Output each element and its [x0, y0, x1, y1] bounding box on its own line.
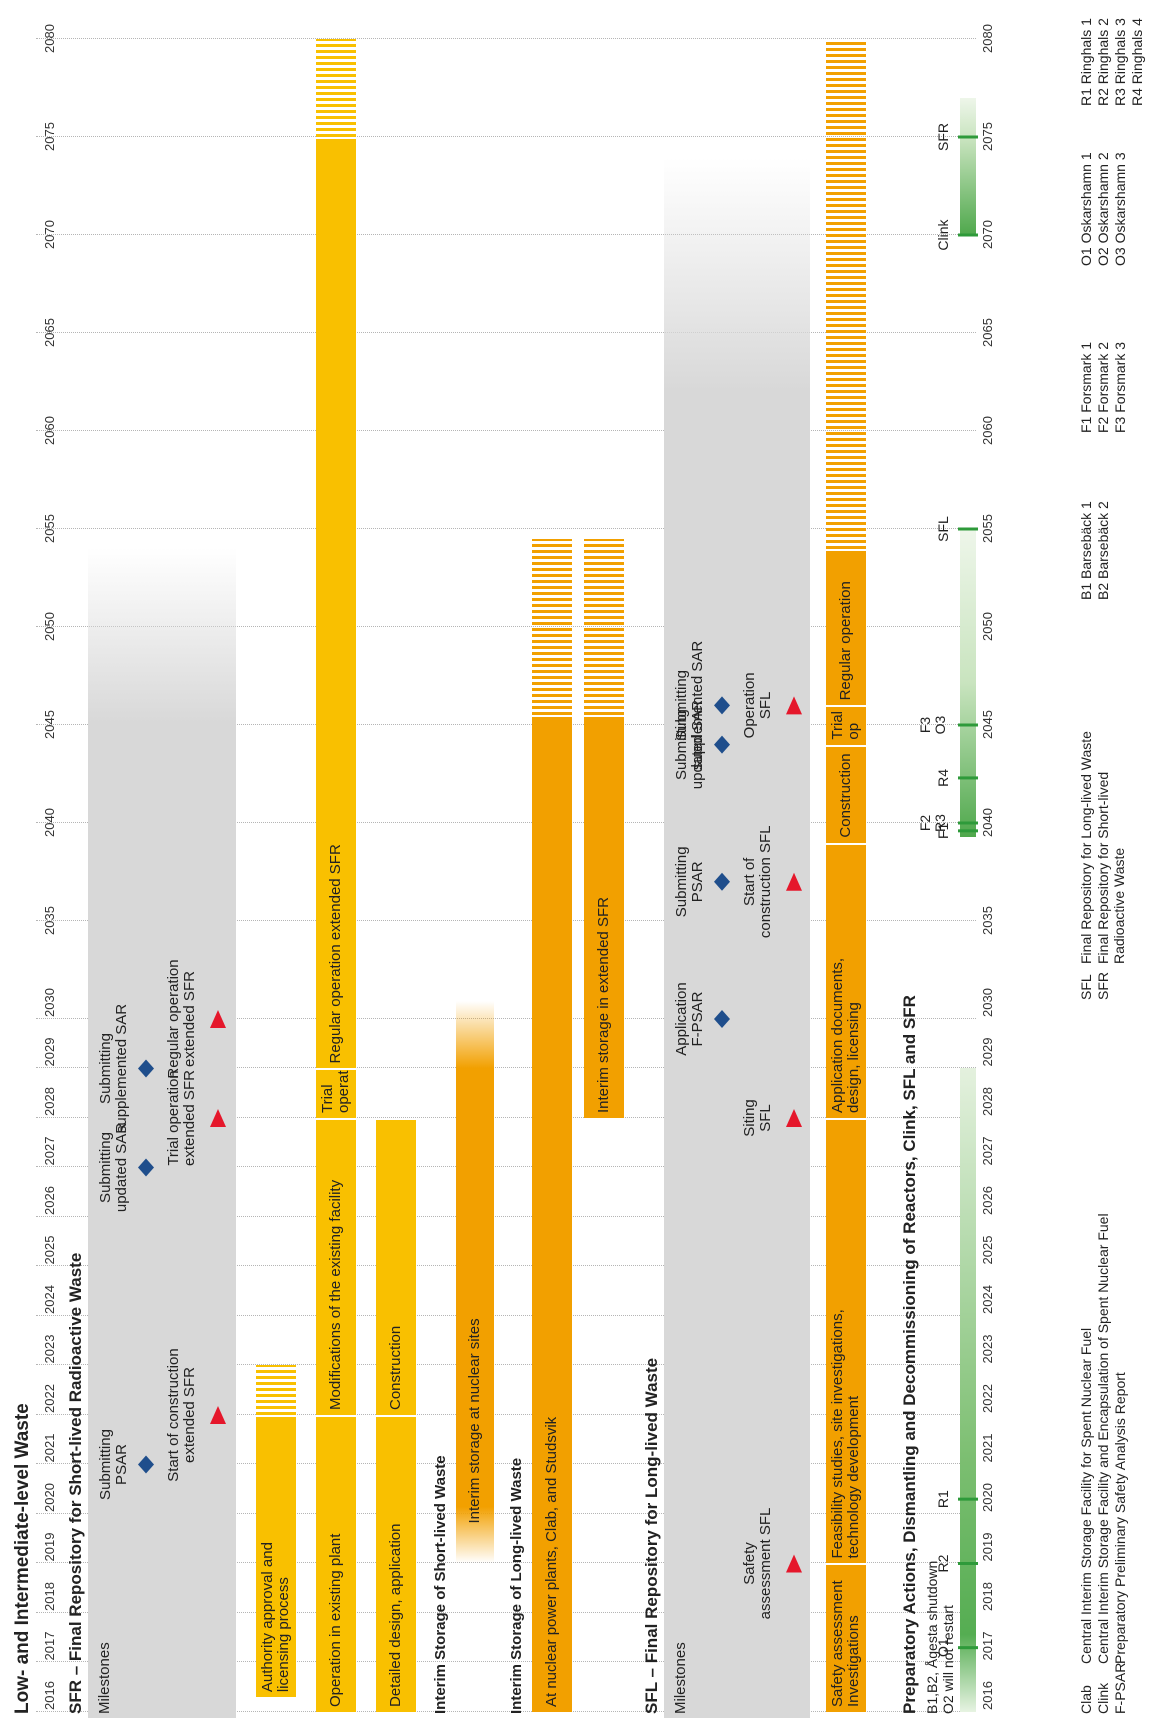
prep-event-marker-7	[958, 527, 978, 531]
legend-abbrev-abbr-2: F-PSAR	[1112, 1662, 1128, 1714]
prep-event-label-9: SFR	[935, 123, 951, 151]
bottom-tick-2023: 2023	[980, 1334, 995, 1364]
legend-col5-item-2: O3 Oskarshamn 3	[1112, 152, 1128, 266]
bottom-tick-2026: 2026	[980, 1186, 995, 1215]
prep-event-label-1: R2	[935, 1554, 951, 1573]
sfr-diamond-marker-4	[138, 1059, 154, 1078]
sfr-diamond-marker-0	[138, 1455, 154, 1474]
legend-col4-item-2: F3 Forsmark 3	[1112, 341, 1128, 433]
prep-event-label-8: Clink	[935, 219, 951, 251]
bottom-tick-2050: 2050	[980, 612, 995, 641]
legend-col6-item-1: R2 Ringhals 2	[1095, 18, 1111, 106]
legend-col3-item-0: B1 Barsebäck 1	[1078, 501, 1094, 600]
sfr-triangle-marker-1	[210, 1406, 226, 1424]
bottom-tick-2080: 2080	[980, 24, 995, 53]
prep-event-marker-3	[958, 829, 978, 833]
legend-col6-item-3: R4 Ringhals 4	[1129, 18, 1145, 106]
bottom-tick-2024: 2024	[980, 1285, 995, 1314]
prep-event-label-5: R4	[935, 768, 951, 787]
prep-event-marker-2	[958, 1497, 978, 1501]
prep-event-marker-1	[958, 1562, 978, 1565]
sfr-triangle-marker-3	[210, 1109, 226, 1127]
prep-event-label-6: F3 O3	[917, 715, 948, 735]
prep-event-marker-0	[958, 1646, 978, 1650]
bottom-tick-2028: 2028	[980, 1087, 995, 1116]
sfl-triangle-marker-1	[786, 1109, 802, 1127]
bottom-tick-2055: 2055	[980, 514, 995, 543]
bottom-tick-2018: 2018	[980, 1582, 995, 1611]
legend-repos-abbr-0: SFL	[1078, 974, 1094, 1000]
bottom-tick-2040: 2040	[980, 808, 995, 837]
prep-event-label-7: SFL	[935, 516, 951, 542]
prep-event-marker-5	[958, 776, 978, 780]
bottom-tick-2020: 2020	[980, 1483, 995, 1512]
legend-col6-item-0: R1 Ringhals 1	[1078, 18, 1094, 106]
prep-event-marker-4	[958, 821, 978, 825]
bottom-tick-2065: 2065	[980, 318, 995, 347]
legend-abbrev-abbr-0: Clab	[1078, 1685, 1094, 1714]
prep-event-marker-8	[958, 233, 978, 237]
bottom-tick-2060: 2060	[980, 416, 995, 445]
legend-repos-abbr-1: SFR	[1095, 972, 1111, 1000]
sfl-diamond-marker-5	[714, 735, 730, 754]
sfl-triangle-marker-6	[786, 696, 802, 715]
prep-event-marker-9	[958, 135, 978, 139]
legend-abbrev-abbr-1: Clink	[1095, 1682, 1111, 1714]
prep-event-label-0: O1	[935, 1638, 951, 1657]
legend-repos-text-1: Final Repository for Short-lived Radioac…	[1095, 771, 1128, 964]
bottom-tick-2030: 2030	[980, 988, 995, 1017]
legend-col5-item-1: O2 Oskarshamn 2	[1095, 152, 1111, 266]
bottom-tick-2021: 2021	[980, 1433, 995, 1463]
legend-col5-item-0: O1 Oskarshamn 1	[1078, 152, 1094, 266]
bottom-tick-2070: 2070	[980, 220, 995, 249]
sfl-triangle-marker-0	[786, 1554, 802, 1573]
legend-col4-item-0: F1 Forsmark 1	[1078, 341, 1094, 433]
bottom-tick-2022: 2022	[980, 1384, 995, 1413]
bottom-tick-2035: 2035	[980, 906, 995, 935]
sfl-diamond-marker-2	[714, 1010, 730, 1028]
sfr-diamond-marker-2	[138, 1158, 154, 1177]
bottom-tick-2019: 2019	[980, 1532, 995, 1562]
bottom-tick-2045: 2045	[980, 710, 995, 739]
bottom-tick-2029: 2029	[980, 1037, 995, 1067]
legend-col4-item-1: F2 Forsmark 2	[1095, 341, 1111, 433]
legend-repos-text-0: Final Repository for Long-lived Waste	[1078, 731, 1094, 964]
bottom-tick-2017: 2017	[980, 1631, 995, 1661]
legend-abbrev-text-2: Preparatory Preliminary Safety Analysis …	[1112, 1372, 1128, 1664]
legend-abbrev-text-0: Central Interim Storage Facility for Spe…	[1078, 1327, 1094, 1664]
sfl-diamond-marker-3	[714, 872, 730, 891]
legend-abbrev-text-1: Central Interim Storage Facility and Enc…	[1095, 1213, 1111, 1664]
legend-col3-item-1: B2 Barsebäck 2	[1095, 501, 1111, 600]
bottom-tick-2075: 2075	[980, 122, 995, 151]
sfl-triangle-marker-4	[786, 872, 802, 891]
bottom-tick-2016: 2016	[980, 1681, 995, 1710]
bottom-tick-2025: 2025	[980, 1235, 995, 1265]
bottom-tick-2027: 2027	[980, 1136, 995, 1166]
prep-event-marker-6	[958, 723, 978, 727]
legend-col6-item-2: R3 Ringhals 3	[1112, 18, 1128, 106]
prep-event-label-2: R1	[935, 1490, 951, 1509]
sfl-diamond-marker-7	[714, 696, 730, 715]
sfr-triangle-marker-5	[210, 1010, 226, 1028]
